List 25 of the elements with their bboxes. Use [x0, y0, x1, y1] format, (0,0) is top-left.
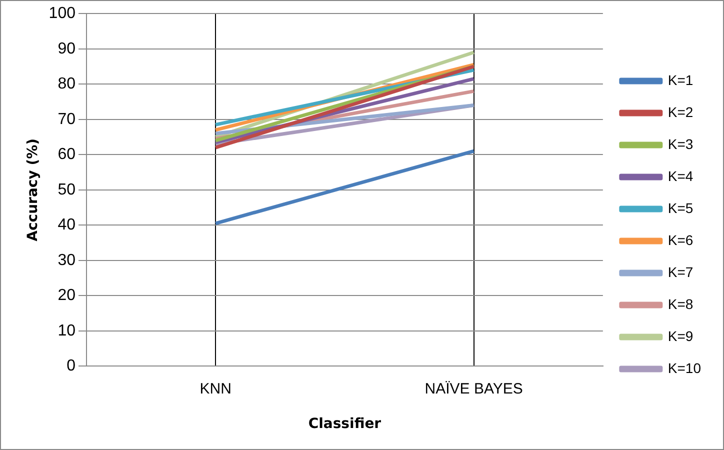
y-tick-label: 40	[58, 216, 76, 234]
y-tick-label: 10	[58, 322, 76, 340]
y-tick-label: 100	[48, 5, 76, 22]
legend-label: K=6	[668, 232, 694, 248]
y-tick-label: 20	[58, 287, 76, 304]
legend-label: K=10	[668, 360, 702, 376]
y-tick-label: 70	[58, 110, 76, 128]
y-axis-title: Accuracy (%)	[25, 138, 42, 242]
legend-label: K=8	[668, 296, 694, 312]
legend-label: K=2	[668, 104, 694, 120]
y-tick-label: 50	[58, 181, 76, 198]
y-tick-label: 30	[58, 252, 76, 269]
legend-label: K=3	[668, 136, 694, 152]
legend-label: K=5	[668, 200, 694, 216]
legend-label: K=9	[668, 328, 694, 344]
legend-label: K=1	[668, 72, 694, 88]
x-tick-label: KNN	[200, 380, 232, 398]
y-tick-label: 90	[58, 40, 76, 58]
x-tick-label: NAÏVE BAYES	[424, 380, 523, 398]
y-tick-label: 60	[58, 146, 76, 164]
x-axis-title: Classifier	[308, 416, 382, 432]
y-tick-label: 0	[66, 358, 76, 375]
legend-label: K=4	[668, 168, 694, 184]
legend-label: K=7	[668, 264, 694, 280]
y-tick-label: 80	[58, 76, 76, 93]
